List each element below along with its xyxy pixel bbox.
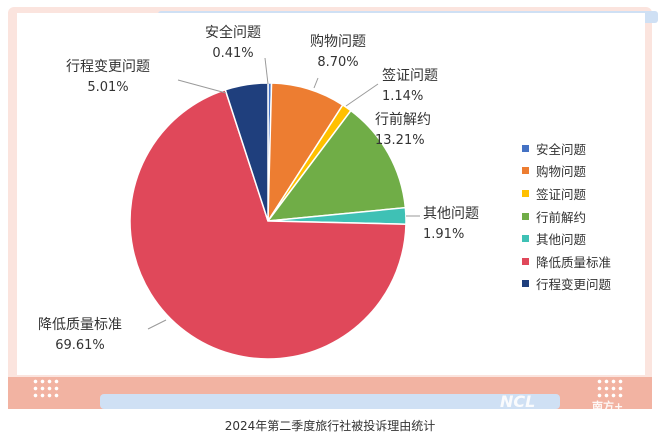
legend-swatch: [522, 144, 529, 152]
slice-value-label-6: 69.61%: [55, 338, 105, 353]
legend-label: 其他问题: [536, 232, 587, 248]
slice-value-label-4: 13.21%: [375, 133, 425, 148]
legend-label: 行程变更问题: [536, 277, 612, 293]
legend-label: 行前解约: [536, 209, 587, 225]
leader-line-7: [177, 79, 227, 94]
legend-item: 行程变更问题: [522, 273, 611, 296]
slice-label-3: 签证问题: [382, 67, 438, 84]
slice-label-2: 购物问题: [310, 34, 366, 50]
figure-caption: 2024年第二季度旅行社被投诉理由统计: [224, 419, 436, 433]
legend-item: 安全问题: [522, 137, 611, 160]
legend-swatch: [522, 212, 529, 220]
slice-value-label-1: 0.41%: [212, 46, 253, 61]
leader-line-2: [313, 77, 319, 89]
slice-label-4: 行前解约: [375, 111, 431, 128]
dot-pattern-left: [32, 378, 60, 400]
legend-label: 购物问题: [536, 164, 587, 180]
dot-pattern-right: [596, 378, 624, 400]
legend-swatch: [522, 189, 529, 197]
watermark-logo: NCL: [500, 392, 536, 411]
legend-swatch: [522, 167, 529, 175]
legend: 安全问题 购物问题 签证问题 行前解约 其他问题 降低质量标准 行程变更问题: [522, 137, 611, 295]
legend-label: 安全问题: [536, 141, 587, 157]
slice-value-label-7: 5.01%: [87, 80, 128, 95]
legend-item: 签证问题: [522, 182, 611, 205]
leader-line-1: [264, 57, 269, 85]
slice-value-label-3: 1.14%: [382, 89, 423, 104]
legend-item: 其他问题: [522, 227, 611, 250]
slice-label-6: 降低质量标准: [38, 317, 122, 333]
pie-slice-4: [266, 109, 407, 222]
legend-item: 降低质量标准: [522, 250, 611, 273]
slice-label-5: 其他问题: [423, 206, 479, 222]
legend-swatch: [522, 235, 529, 243]
leader-line-3: [345, 83, 379, 107]
legend-swatch: [522, 257, 529, 265]
leader-line-6: [147, 319, 167, 330]
slice-label-1: 安全问题: [205, 24, 261, 41]
slice-label-7: 行程变更问题: [66, 59, 150, 75]
legend-item: 购物问题: [522, 160, 611, 183]
watermark-text: 南方+: [592, 400, 624, 413]
slice-value-label-5: 1.91%: [423, 227, 464, 242]
legend-label: 降低质量标准: [536, 254, 612, 270]
legend-item: 行前解约: [522, 205, 611, 228]
legend-label: 签证问题: [536, 186, 587, 202]
slice-value-label-2: 8.70%: [317, 55, 358, 70]
pie-slice-6: [129, 88, 407, 360]
legend-swatch: [522, 280, 529, 288]
frame-bottom-strip: [100, 394, 560, 409]
